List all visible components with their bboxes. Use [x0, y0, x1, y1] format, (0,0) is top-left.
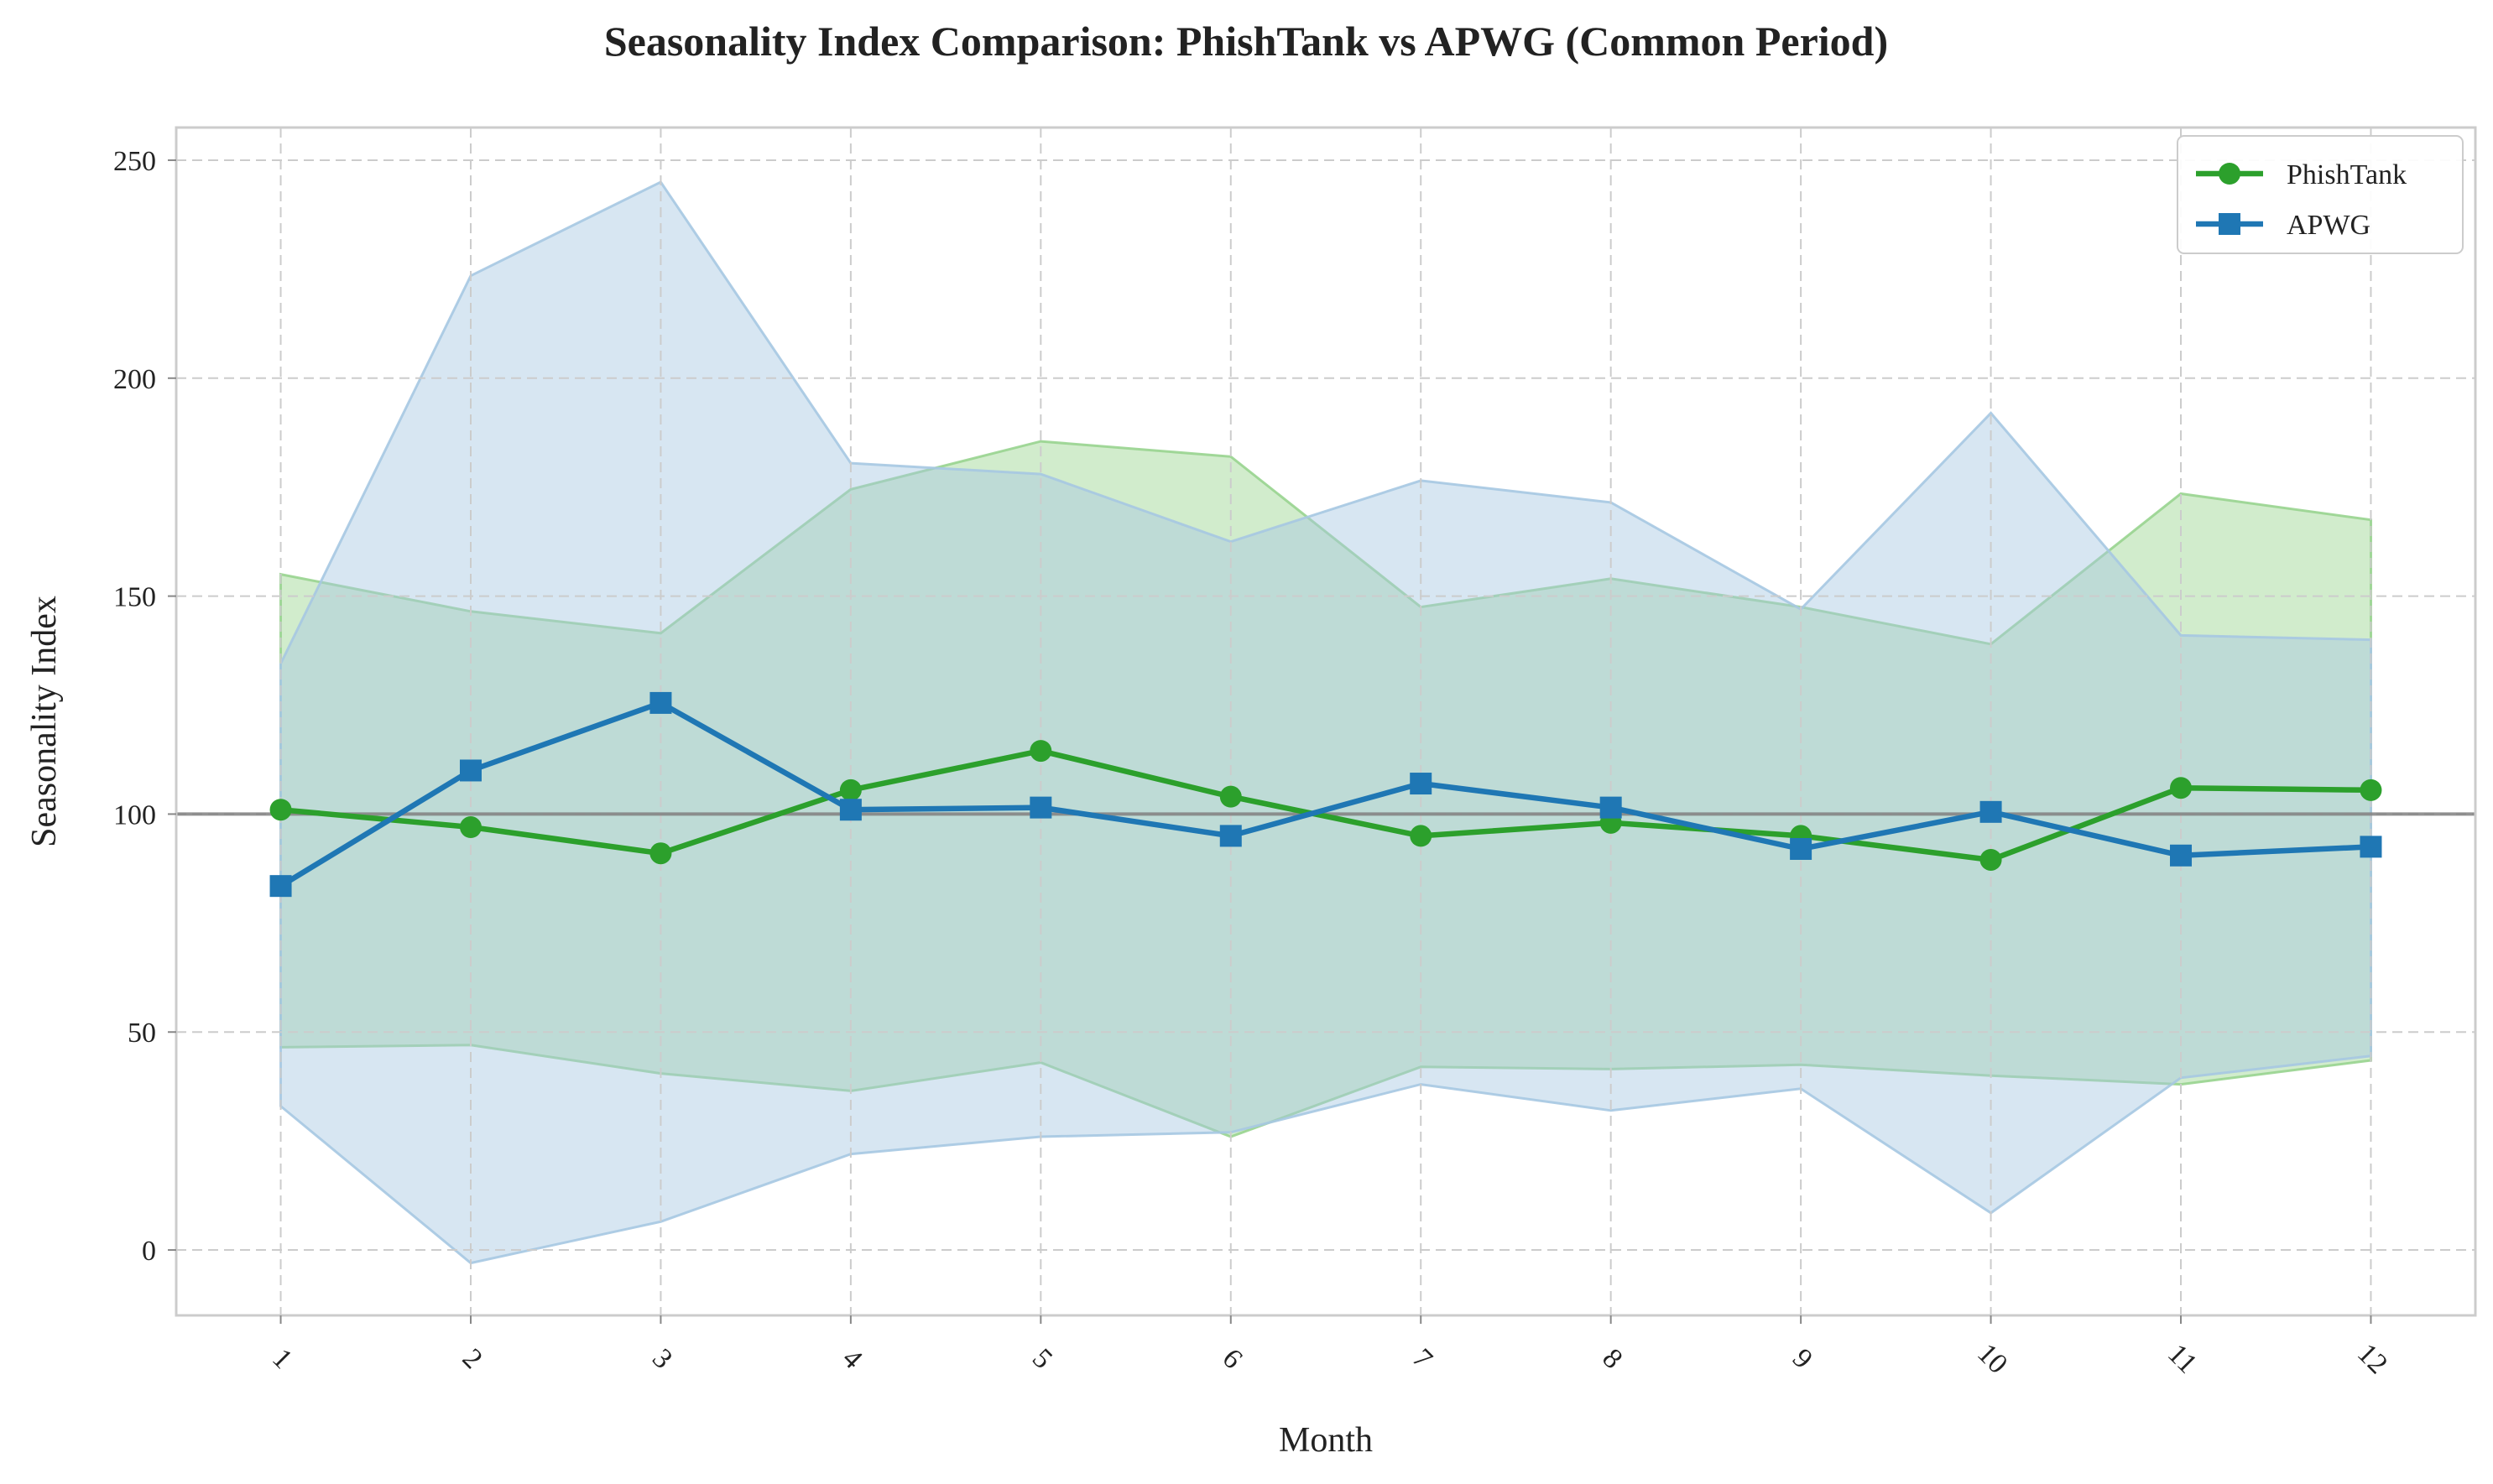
data-point-phishtank — [1410, 825, 1432, 847]
data-point-apwg — [1410, 773, 1432, 795]
data-point-phishtank — [1030, 740, 1052, 763]
data-point-phishtank — [2360, 778, 2382, 801]
series-lines — [278, 700, 2374, 889]
y-tick-label: 100 — [113, 799, 156, 831]
data-point-phishtank — [839, 778, 862, 801]
x-axis-label: Month — [1279, 1421, 1373, 1460]
data-point-phishtank — [1219, 785, 1242, 808]
x-tick-label: 1 — [266, 1343, 298, 1375]
y-tick-label: 250 — [113, 146, 156, 177]
confidence-bands — [279, 180, 2372, 1265]
x-tick-label: 6 — [1216, 1343, 1248, 1375]
x-tick-label: 5 — [1026, 1343, 1058, 1375]
data-point-apwg — [1790, 837, 1812, 860]
legend-marker-apwg — [2219, 213, 2240, 235]
data-point-apwg — [1030, 796, 1052, 819]
band-apwg — [279, 180, 2372, 1265]
y-tick-label: 150 — [113, 582, 156, 613]
y-tick-label: 0 — [142, 1236, 156, 1267]
data-point-phishtank — [2170, 777, 2193, 799]
data-point-apwg — [649, 691, 672, 714]
data-point-apwg — [2170, 844, 2193, 867]
data-point-apwg — [1599, 796, 1622, 819]
series-line-phishtank — [278, 747, 2374, 863]
series-line-apwg — [278, 700, 2374, 889]
data-point-apwg — [459, 759, 482, 782]
legend: PhishTank APWG — [2177, 135, 2464, 254]
x-tick-label: 3 — [646, 1343, 678, 1375]
data-point-apwg — [1979, 800, 2002, 823]
x-tick-label: 11 — [2162, 1338, 2203, 1379]
x-tick-label: 12 — [2351, 1338, 2393, 1380]
legend-label-phishtank: PhishTank — [2287, 159, 2407, 190]
data-point-phishtank — [269, 799, 292, 821]
y-tick-label: 50 — [128, 1018, 156, 1049]
data-point-apwg — [1219, 825, 1242, 847]
data-point-phishtank — [459, 816, 482, 839]
series-markers — [269, 691, 2382, 898]
x-tick-label: 2 — [456, 1343, 488, 1375]
plot-frame — [175, 126, 2477, 1317]
data-point-apwg — [839, 799, 862, 821]
x-tick-label: 10 — [1971, 1338, 2013, 1380]
chart-title: Seasonality Index Comparison: PhishTank … — [604, 18, 1888, 65]
y-axis-label: Seasonality Index — [25, 596, 64, 847]
x-tick-label: 8 — [1596, 1343, 1628, 1375]
legend-label-apwg: APWG — [2287, 210, 2370, 241]
x-tick-label: 9 — [1786, 1343, 1818, 1375]
y-tick-label: 200 — [113, 364, 156, 395]
data-point-phishtank — [649, 842, 672, 865]
x-tick-label: 4 — [837, 1343, 868, 1375]
data-point-phishtank — [1979, 848, 2002, 871]
data-point-apwg — [269, 875, 292, 898]
legend-marker-phishtank — [2219, 163, 2240, 185]
data-point-apwg — [2360, 836, 2382, 858]
x-tick-label: 7 — [1406, 1343, 1438, 1375]
